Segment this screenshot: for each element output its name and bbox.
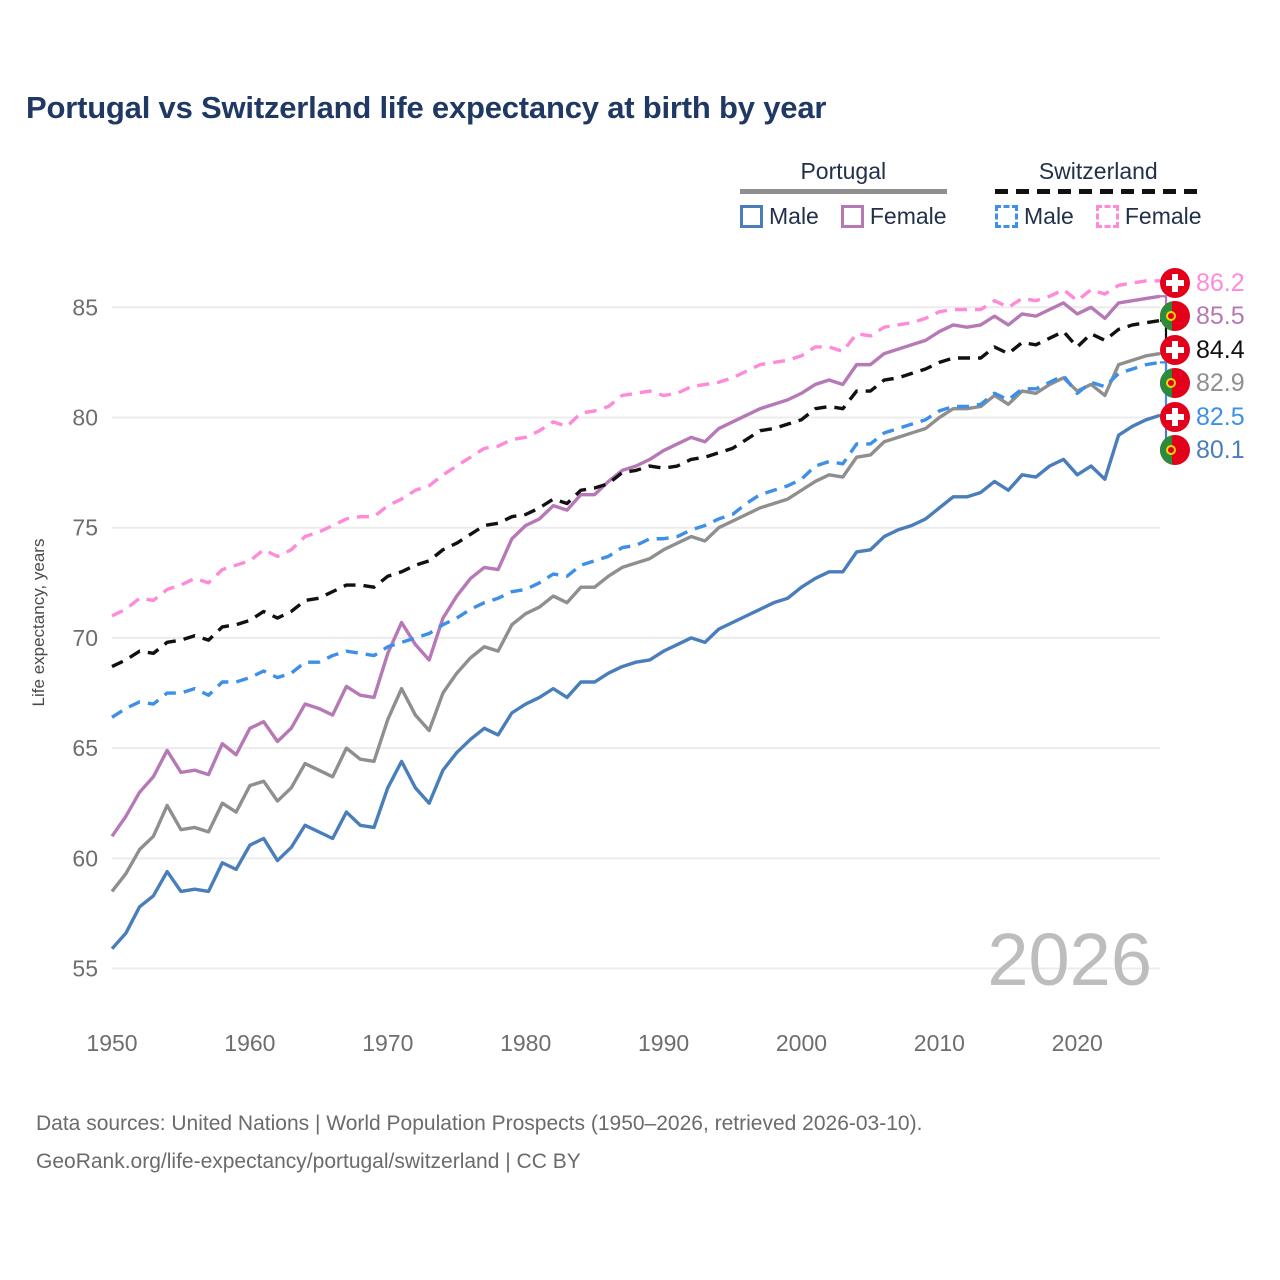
end-label-switzerland_male: 82.5: [1160, 401, 1245, 433]
x-tick-label: 1950: [86, 1030, 137, 1056]
y-axis-title: Life expectancy, years: [29, 539, 48, 707]
legend-group-portugal: Portugal Male Female: [740, 158, 947, 230]
series-line-switzerland_female: [111, 279, 1160, 618]
series-line-portugal_female: [110, 294, 1161, 838]
footer: Data sources: United Nations | World Pop…: [36, 1105, 1236, 1181]
x-tick-label: 2010: [914, 1030, 965, 1056]
switzerland-flag-icon: [1160, 335, 1190, 365]
legend-swatch-icon: [995, 205, 1018, 228]
legend-item-label: Male: [769, 203, 819, 229]
x-tick-label: 1980: [500, 1030, 551, 1056]
plot-area: 2026 55 60 65 70 75 80 85 Life expectancy, years…: [29, 279, 1168, 1056]
footer-attribution: GeoRank.org/life-expectancy/portugal/swi…: [36, 1150, 581, 1173]
legend-swatch-icon: [840, 205, 864, 228]
y-tick-label: 65: [72, 735, 98, 761]
portugal-flag-icon: [1160, 301, 1190, 331]
end-label-portugal_female: 85.5: [1160, 300, 1245, 332]
series-line-portugal_total: [110, 351, 1161, 893]
x-tick-label: 1990: [638, 1030, 689, 1056]
legend-swatch-icon: [1095, 205, 1119, 228]
y-tick-label: 80: [72, 405, 98, 431]
switzerland-flag-icon: [1160, 402, 1190, 432]
y-tick-label: 85: [72, 294, 98, 320]
switzerland-flag-icon: [1160, 268, 1190, 298]
legend-items: Male Female: [995, 203, 1202, 230]
portugal-flag-icon: [1160, 435, 1190, 465]
legend-country-label: Portugal: [800, 158, 887, 184]
y-tick-label: 60: [72, 845, 98, 871]
end-label-value: 86.2: [1196, 268, 1245, 297]
legend-item-portugal-male[interactable]: Male: [740, 203, 819, 230]
end-label-switzerland_female: 86.2: [1160, 267, 1245, 299]
end-label-value: 85.5: [1196, 301, 1245, 330]
legend-item-switzerland-female[interactable]: Female: [1095, 203, 1202, 230]
end-label-switzerland_total: 84.4: [1160, 334, 1245, 366]
y-tick-label: 55: [72, 956, 98, 982]
footer-sources: Data sources: United Nations | World Pop…: [36, 1112, 923, 1135]
series-line-switzerland_male: [111, 360, 1161, 719]
end-label-portugal_male: 80.1: [1160, 434, 1245, 466]
chart-legend: Portugal Male Female Switzerland Male Female: [740, 158, 1260, 244]
series-line-switzerland_total: [111, 318, 1161, 669]
portugal-flag-icon: [1160, 368, 1190, 398]
line-chart-svg: 2026 55 60 65 70 75 80 85 Life expectancy, years…: [29, 279, 1168, 1056]
legend-item-switzerland-male[interactable]: Male: [995, 203, 1074, 230]
x-tick-label: 2000: [776, 1030, 827, 1056]
year-watermark: 2026: [987, 918, 1152, 1001]
legend-item-label: Female: [869, 203, 947, 229]
page-title: Portugal vs Switzerland life expectancy …: [26, 90, 827, 125]
end-label-value: 82.5: [1196, 402, 1245, 431]
x-tick-label: 2020: [1052, 1030, 1103, 1056]
x-tick-label: 1970: [362, 1030, 413, 1056]
legend-group-switzerland: Switzerland Male Female: [995, 158, 1202, 230]
x-tick-label: 1960: [224, 1030, 275, 1056]
end-label-value: 82.9: [1196, 368, 1245, 397]
legend-swatch-icon: [740, 205, 763, 228]
legend-items: Male Female: [740, 203, 947, 230]
y-tick-label: 75: [72, 515, 98, 541]
end-label-value: 84.4: [1196, 335, 1245, 364]
legend-item-label: Male: [1024, 203, 1074, 229]
legend-country-label: Switzerland: [1038, 158, 1158, 184]
end-label-portugal_total: 82.9: [1160, 367, 1245, 399]
legend-country-rule: [995, 189, 1202, 194]
legend-item-portugal-female[interactable]: Female: [840, 203, 947, 230]
series-line-portugal_male: [110, 413, 1161, 950]
legend-country-rule: [740, 189, 947, 194]
legend-item-label: Female: [1124, 203, 1202, 229]
y-tick-label: 70: [72, 625, 98, 651]
end-label-value: 80.1: [1196, 435, 1245, 464]
